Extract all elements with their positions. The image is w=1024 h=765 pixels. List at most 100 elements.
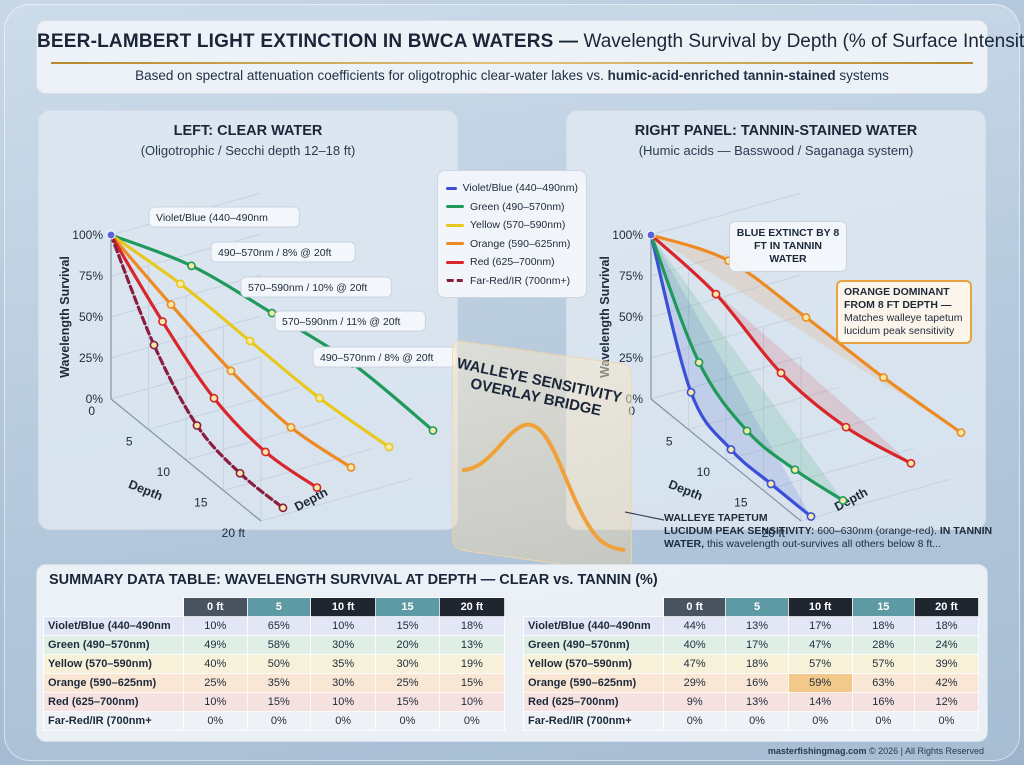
table-row-label: Red (625–700nm)	[523, 692, 664, 712]
table-cell: 9%	[662, 692, 727, 712]
clear-water-table: 0 ft 5 10 ft 15 20 ft Violet/Blue (440–490nm 1…	[43, 597, 506, 731]
table-cell: 30%	[310, 673, 377, 693]
footer-site: masterfishingmag.com	[767, 746, 867, 756]
title-rest: Wavelength Survival by Depth (% of Surfa…	[583, 31, 1024, 52]
table-cell: 28%	[851, 635, 915, 655]
legend-label: Orange (590–625nm)	[470, 237, 571, 250]
clear-point-ir	[149, 340, 159, 350]
table-cell: 58%	[246, 635, 312, 655]
table-cell: 10%	[438, 692, 506, 712]
table-row: Far-Red/IR (700nm+ 0% 0% 0% 0% 0%	[43, 711, 506, 731]
clear-y-tick: 25%	[79, 351, 103, 365]
table-cell: 44%	[662, 616, 727, 636]
table-cell: 16%	[725, 673, 789, 693]
table-row-label: Green (490–570nm)	[43, 635, 184, 655]
clear-line-green	[109, 233, 435, 433]
table-cell: 0%	[310, 711, 377, 731]
clear-callout-text: 490–570nm / 8% @ 20ft	[218, 247, 331, 259]
clear-gridline	[110, 233, 262, 277]
table-cell: 12%	[913, 692, 980, 712]
tannin-line-green	[649, 233, 845, 503]
legend-item: Green (490–570nm)	[446, 198, 578, 217]
table-cell: 18%	[913, 616, 980, 636]
clear-x-label: Depth	[126, 477, 164, 503]
legend-swatch	[446, 279, 464, 283]
subtitle-start: Based on spectral attenuation coefficien…	[135, 68, 604, 83]
table-header: 20 ft	[913, 597, 980, 617]
table-cell: 57%	[851, 654, 915, 674]
table-header: 5	[246, 597, 312, 617]
tannin-point-green	[694, 358, 704, 367]
tannin-y-tick: 25%	[619, 351, 643, 365]
tannin-point-orange	[879, 373, 888, 382]
subtitle-bold: humic-acid-enriched tannin-stained	[607, 68, 836, 83]
clear-x-tick: 5	[126, 435, 133, 449]
table-cell: 0%	[851, 711, 915, 731]
table-row: Orange (590–625nm) 29% 16% 59% 63% 42%	[523, 673, 980, 693]
clear-point-red	[209, 393, 219, 403]
clear-point-orange	[226, 366, 236, 376]
clear-line-red	[109, 233, 319, 490]
table-cell: 25%	[375, 673, 440, 693]
clear-origin-point	[106, 230, 116, 240]
table-row-label: Orange (590–625nm)	[523, 673, 664, 693]
note-bold: LUCIDUM PEAK SENSITIVITY:	[664, 525, 815, 537]
table-header: 15	[851, 597, 915, 617]
tannin-point-green	[790, 465, 800, 475]
table-cell: 40%	[183, 654, 248, 674]
table-row: Violet/Blue (440–490nm 44% 13% 17% 18% 18%	[523, 616, 980, 636]
table-cell: 40%	[662, 635, 727, 655]
table-cell: 20%	[375, 635, 440, 655]
table-cell: 15%	[375, 692, 440, 712]
table-cell: 0%	[183, 711, 248, 731]
header: BEER-LAMBERT LIGHT EXTINCTION IN BWCA WA…	[36, 20, 1024, 94]
table-cell: 17%	[725, 635, 789, 655]
table-row-label: Far-Red/IR (700nm+	[43, 711, 184, 731]
tannin-y-label: Wavelength Survival	[598, 256, 612, 378]
table-cell: 42%	[913, 673, 980, 693]
table-row-label: Yellow (570–590nm)	[523, 654, 664, 674]
table-cell: 13%	[438, 635, 506, 655]
clear-point-yellow	[176, 279, 185, 289]
tannin-y-tick: 100%	[612, 228, 643, 242]
table-cell: 15%	[375, 616, 440, 636]
clear-panel-title: LEFT: CLEAR WATER	[173, 123, 323, 139]
walleye-tapetum-note: WALLEYE TAPETUM LUCIDUM PEAK SENSITIVITY…	[664, 512, 994, 551]
tannin-area-blue	[651, 235, 811, 517]
table-row: Violet/Blue (440–490nm 10% 65% 10% 15% 18%	[43, 616, 506, 636]
clear-water-panel: LEFT: CLEAR WATER (Oligotrophic / Secchi…	[38, 110, 458, 540]
table-cell: 19%	[438, 654, 506, 674]
clear-x-label-far: Depth	[292, 485, 330, 514]
table-cell: 0%	[913, 711, 980, 731]
clear-x-axis	[110, 398, 262, 522]
clear-y-tick: 75%	[79, 269, 103, 283]
clear-callout-box	[240, 276, 392, 298]
legend-swatch	[446, 260, 464, 264]
clear-y-tick: 50%	[79, 310, 103, 324]
clear-x-tick: 10	[157, 465, 171, 479]
table-row-label: Violet/Blue (440–490nm	[523, 616, 664, 636]
clear-plot: 0% 25% 50% 75% 100% 0 5 10 15 20 ft Wavelength Sur…	[58, 192, 438, 540]
table-cell: 49%	[183, 635, 248, 655]
clear-point-yellow	[315, 393, 324, 403]
tannin-area-green	[651, 235, 843, 501]
table-row: Green (490–570nm) 49% 58% 30% 20% 13%	[43, 635, 506, 655]
table-cell: 15%	[438, 673, 506, 693]
tannin-area-orange	[651, 235, 961, 433]
tannin-x-axis	[650, 398, 802, 522]
tannin-y-tick: 75%	[619, 269, 643, 283]
tannin-point-orange	[801, 312, 811, 322]
table-cell: 18%	[438, 616, 506, 636]
tannin-water-panel: RIGHT PANEL: TANNIN-STAINED WATER (Humic…	[566, 110, 986, 540]
table-row-label: Green (490–570nm)	[523, 635, 664, 655]
tannin-line-blue	[649, 233, 813, 519]
table-cell: 35%	[310, 654, 377, 674]
orange-callout-body: Matches walleye tapetum lucidum peak sen…	[844, 312, 963, 337]
table-cell: 35%	[246, 673, 312, 693]
tannin-x-tick: 15	[734, 496, 748, 510]
table-cell: 10%	[310, 692, 377, 712]
legend-item: Red (625–700nm)	[446, 253, 578, 272]
orange-dominant-callout: ORANGE DOMINANT FROM 8 FT DEPTH — Matche…	[836, 280, 972, 344]
table-cell: 14%	[787, 692, 853, 712]
